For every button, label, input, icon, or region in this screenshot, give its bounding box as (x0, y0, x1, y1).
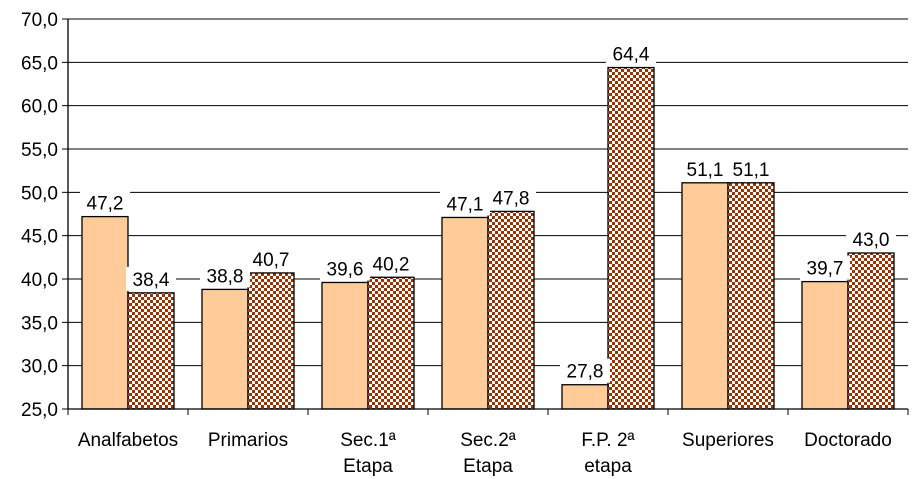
data-label-bg (246, 246, 296, 271)
y-tick-label: 45,0 (21, 227, 58, 248)
y-tick-label: 65,0 (21, 53, 58, 74)
data-label: 39,6 (327, 259, 364, 280)
data-label: 47,8 (493, 188, 530, 209)
data-label: 27,8 (567, 362, 604, 383)
data-label-bg (800, 255, 850, 280)
category-label: Sec.2ª (460, 430, 517, 451)
bar-series-2 (247, 272, 295, 410)
axes (67, 19, 909, 415)
data-label-bg (606, 41, 656, 66)
category-label: F.P. 2ª (581, 430, 635, 451)
bar-series-2 (367, 276, 415, 410)
bars (81, 66, 895, 410)
data-label: 38,4 (133, 270, 170, 291)
category-label: Analfabetos (78, 430, 178, 451)
y-tick-label: 30,0 (21, 357, 58, 378)
bar-series-1 (441, 216, 489, 410)
data-label: 64,4 (613, 45, 650, 66)
data-labels: 47,2 38,4 38,8 40,7 39,6 40,2 47,1 47,8 27,8 64,4… (80, 41, 896, 383)
y-tick-label: 70,0 (21, 10, 58, 31)
category-label: Doctorado (804, 430, 892, 451)
data-label-bg (846, 227, 896, 251)
data-label: 39,7 (807, 259, 844, 280)
bar-series-2 (127, 292, 175, 410)
bar-series-1 (201, 288, 249, 410)
data-label: 47,1 (447, 194, 484, 215)
y-tick-label: 35,0 (21, 313, 58, 334)
y-tick-label: 40,0 (21, 270, 58, 291)
data-label-bg (726, 156, 776, 181)
data-label: 51,1 (687, 160, 724, 181)
category-label: Sec.1ª (340, 430, 397, 451)
category-labels: Analfabetos Primarios Sec.1ª Etapa Sec.2ª Eta… (78, 430, 892, 477)
bar-series-1 (681, 182, 729, 410)
data-label-bg (366, 251, 416, 276)
y-tick-label: 25,0 (21, 400, 58, 421)
y-tick-label: 55,0 (21, 140, 58, 161)
data-label-bg (126, 266, 176, 291)
bar-series-2 (607, 66, 655, 410)
data-label: 51,1 (733, 160, 770, 181)
data-label-bg (80, 190, 130, 215)
category-label: etapa (584, 456, 632, 477)
data-label: 40,2 (373, 254, 410, 275)
category-label: Etapa (343, 456, 393, 477)
data-label: 43,0 (853, 230, 890, 251)
bar-series-1 (321, 281, 369, 410)
y-tick-label: 60,0 (21, 97, 58, 118)
bar-series-1 (81, 215, 129, 410)
bar-series-1 (561, 384, 609, 410)
data-label-bg (440, 191, 490, 216)
y-tick-label: 50,0 (21, 183, 58, 204)
y-axis-ticks: 25,0 30,0 35,0 40,0 45,0 50,0 55,0 60,0 65,0 70,0 (21, 10, 68, 421)
bar-series-2 (727, 182, 775, 410)
bar-series-2 (487, 210, 535, 410)
data-label-bg (320, 256, 370, 281)
category-label: Etapa (463, 456, 513, 477)
data-label: 40,7 (253, 250, 290, 271)
data-label-bg (560, 358, 610, 383)
data-label-bg (680, 156, 730, 181)
category-label: Primarios (208, 430, 288, 451)
data-label: 38,8 (207, 266, 244, 287)
bar-series-1 (801, 280, 849, 410)
data-label-bg (200, 263, 250, 288)
bar-series-2 (847, 252, 895, 410)
category-label: Superiores (682, 430, 774, 451)
data-label: 47,2 (87, 194, 124, 215)
data-label-bg (486, 185, 536, 210)
